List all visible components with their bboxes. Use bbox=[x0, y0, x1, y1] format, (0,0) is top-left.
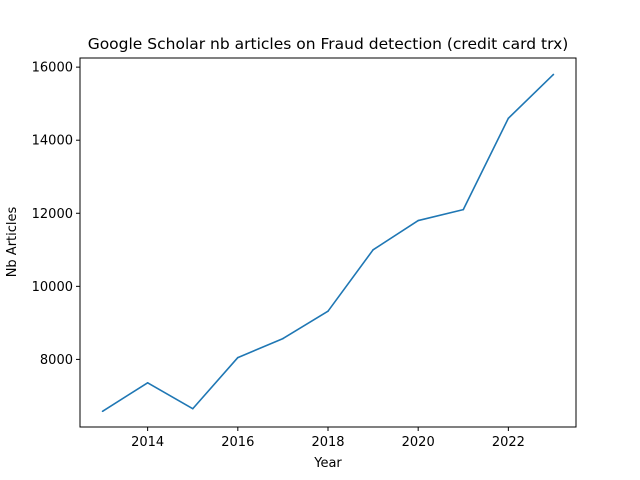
data-point bbox=[462, 208, 465, 211]
data-point bbox=[146, 381, 149, 384]
series-layer bbox=[101, 73, 555, 413]
y-tick-label: 14000 bbox=[32, 134, 73, 149]
data-point bbox=[191, 407, 194, 410]
series-line bbox=[102, 73, 555, 412]
y-tick-label: 10000 bbox=[32, 280, 73, 295]
data-point bbox=[327, 310, 329, 312]
data-point bbox=[101, 410, 104, 413]
x-tick-label: 2014 bbox=[131, 435, 164, 450]
data-point bbox=[237, 356, 239, 359]
data-point bbox=[372, 249, 374, 251]
x-axis: 2014 2016 2018 2020 2022 bbox=[131, 427, 525, 450]
chart-title: Google Scholar nb articles on Fraud dete… bbox=[88, 35, 569, 53]
data-point bbox=[552, 73, 555, 76]
y-tick-label: 12000 bbox=[32, 207, 73, 222]
x-tick-label: 2020 bbox=[402, 435, 435, 450]
x-axis-label: Year bbox=[313, 456, 342, 471]
x-tick-label: 2018 bbox=[311, 435, 344, 450]
y-tick-label: 8000 bbox=[40, 353, 73, 368]
plot-area-frame bbox=[79, 57, 577, 428]
y-axis: 8000 10000 12000 14000 16000 bbox=[32, 61, 80, 368]
data-point bbox=[507, 117, 510, 120]
y-axis-label: Nb Articles bbox=[5, 206, 20, 277]
data-point bbox=[417, 219, 419, 222]
x-tick-label: 2016 bbox=[221, 435, 254, 450]
x-tick-label: 2022 bbox=[492, 435, 525, 450]
data-point bbox=[282, 337, 284, 340]
y-tick-label: 16000 bbox=[32, 61, 73, 76]
